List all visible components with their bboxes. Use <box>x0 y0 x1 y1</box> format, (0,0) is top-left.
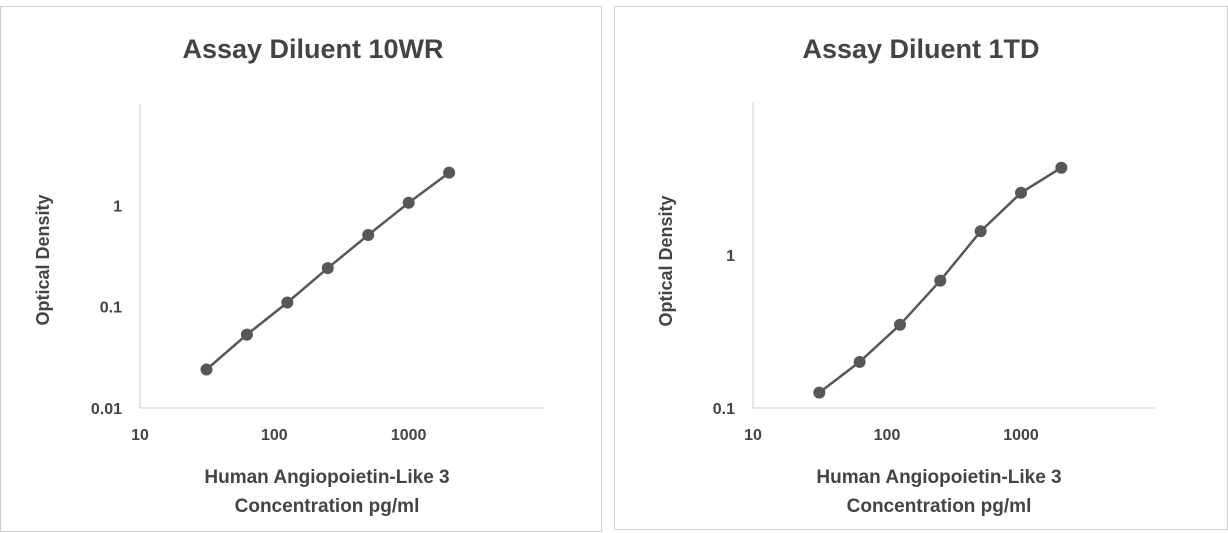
chart-svg: Assay Diluent 1TD 0.1 1 10 100 1000 Optical De… <box>656 34 1155 517</box>
chart-1-y-tick-label-0: 0.1 <box>713 401 735 418</box>
chart-0-data-point-1 <box>240 328 253 341</box>
chart-1-x-axis-label-line-1: Human Angiopoietin-Like 3 <box>816 467 1061 488</box>
chart-1-data-point-1 <box>853 355 866 368</box>
chart-1-y-axis-label: Optical Density <box>656 195 676 326</box>
chart-1-data-point-2 <box>893 318 906 331</box>
chart-1-data-point-5 <box>1015 186 1027 199</box>
chart-1-data-point-4 <box>974 225 987 238</box>
chart-1-x-tick-label-1: 100 <box>874 427 901 444</box>
chart-svg: Assay Diluent 10WR 0.01 0.1 1 10 100 1000 Optic… <box>33 34 543 517</box>
chart-0-x-axis-label-line-1: Human Angiopoietin-Like 3 <box>204 467 449 488</box>
chart-1-x-tick-label-2: 1000 <box>1003 427 1039 444</box>
chart-0-x-tick-label-1: 100 <box>261 427 288 444</box>
chart-0-data-point-0 <box>200 363 213 376</box>
chart-0-y-tick-label-2: 1 <box>113 198 122 215</box>
chart-1-x-axis-label-line-2: Concentration pg/ml <box>847 496 1032 517</box>
chart-0-x-axis-label-line-2: Concentration pg/ml <box>235 496 420 517</box>
chart-1-x-tick-label-0: 10 <box>744 427 762 444</box>
chart-0-data-point-5 <box>402 196 415 209</box>
chart-0-data-point-4 <box>362 228 375 241</box>
chart-0-data-point-3 <box>321 262 334 275</box>
chart-0-x-tick-label-2: 1000 <box>391 427 427 444</box>
chart-panel-diluent-10wr: Assay Diluent 10WR 0.01 0.1 1 10 100 1000 Optic… <box>0 6 602 532</box>
chart-1-data-point-3 <box>934 274 947 287</box>
chart-1-y-tick-label-1: 1 <box>726 248 735 265</box>
chart-1-title: Assay Diluent 1TD <box>802 34 1039 64</box>
chart-0-data-point-2 <box>281 296 294 309</box>
chart-0-y-tick-label-1: 0.1 <box>100 300 122 317</box>
chart-0-y-tick-label-0: 0.01 <box>91 401 122 418</box>
chart-0-y-axis-label: Optical Density <box>33 194 53 325</box>
chart-1-data-point-6 <box>1055 161 1068 174</box>
chart-0-x-tick-label-0: 10 <box>131 427 149 444</box>
chart-panel-diluent-1td: Assay Diluent 1TD 0.1 1 10 100 1000 Optical De… <box>614 6 1228 530</box>
chart-0-title: Assay Diluent 10WR <box>182 34 443 64</box>
chart-1-data-point-0 <box>813 386 826 399</box>
chart-0-data-point-6 <box>443 166 456 179</box>
